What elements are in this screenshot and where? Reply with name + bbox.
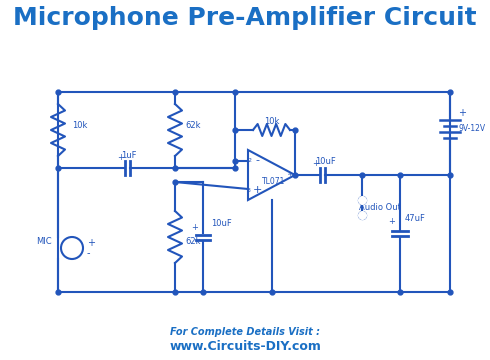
Text: +: +	[313, 159, 319, 168]
Text: Audio Out: Audio Out	[359, 203, 401, 212]
Text: 2: 2	[247, 158, 251, 162]
Text: 3: 3	[247, 188, 251, 193]
Text: 62k: 62k	[185, 237, 200, 246]
Text: 1uF: 1uF	[121, 150, 137, 159]
Text: 9V-12V: 9V-12V	[458, 124, 485, 133]
Text: +: +	[192, 222, 198, 231]
Text: +: +	[87, 238, 95, 248]
Text: +: +	[458, 108, 466, 118]
Text: 10k: 10k	[72, 122, 87, 130]
Text: +: +	[252, 185, 262, 195]
Text: 47uF: 47uF	[405, 214, 426, 223]
Text: 62k: 62k	[185, 122, 200, 130]
Text: -: -	[255, 155, 259, 165]
Text: 10uF: 10uF	[315, 157, 335, 166]
Text: Microphone Pre-Amplifier Circuit: Microphone Pre-Amplifier Circuit	[13, 6, 477, 30]
Text: www.Circuits-DIY.com: www.Circuits-DIY.com	[169, 339, 321, 352]
Text: 10k: 10k	[264, 117, 279, 126]
Text: -: -	[87, 248, 91, 258]
Text: TL071: TL071	[262, 177, 285, 186]
Text: +: +	[388, 217, 395, 226]
Text: +: +	[118, 153, 124, 162]
Text: For Complete Details Visit :: For Complete Details Visit :	[170, 327, 320, 337]
Text: MIC: MIC	[36, 237, 52, 246]
Text: 10uF: 10uF	[211, 219, 232, 228]
Text: 4: 4	[288, 172, 292, 177]
